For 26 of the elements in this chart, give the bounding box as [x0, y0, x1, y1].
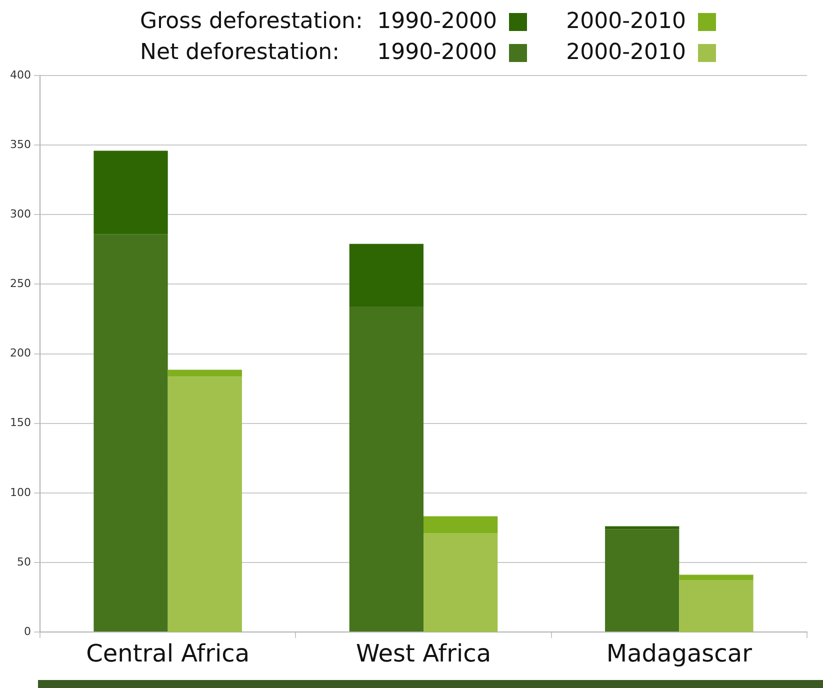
y-tick-label: 50: [17, 555, 31, 568]
legend-label: 1990-2000: [377, 9, 497, 34]
legend-label: 2000-2010: [566, 40, 686, 65]
text: Gross deforestation:: [140, 8, 363, 36]
y-tick-label: 150: [10, 416, 31, 430]
legend-label: 2000-2010: [566, 9, 686, 34]
bar: [349, 306, 424, 632]
bar: [424, 516, 498, 533]
x-tick-label: Central Africa: [86, 640, 250, 668]
y-tick-label: 400: [10, 68, 31, 82]
y-tick-label: 0: [24, 624, 31, 638]
text: Net deforestation:: [140, 39, 340, 67]
legend-label: 1990-2000: [377, 40, 497, 65]
bar: [605, 526, 680, 530]
bar: [349, 244, 424, 307]
y-tick-label: 250: [10, 277, 31, 290]
x-tick-label: Madagascar: [606, 640, 752, 668]
y-tick-label: 200: [10, 346, 31, 360]
bar: [679, 574, 754, 580]
bar: [94, 150, 168, 234]
x-tick-label: West Africa: [356, 640, 492, 668]
bar: [168, 370, 242, 377]
y-tick-label: 300: [10, 208, 31, 221]
y-tick-label: 100: [10, 486, 31, 499]
bar: [424, 532, 498, 632]
y-tick-label: 350: [10, 138, 31, 152]
